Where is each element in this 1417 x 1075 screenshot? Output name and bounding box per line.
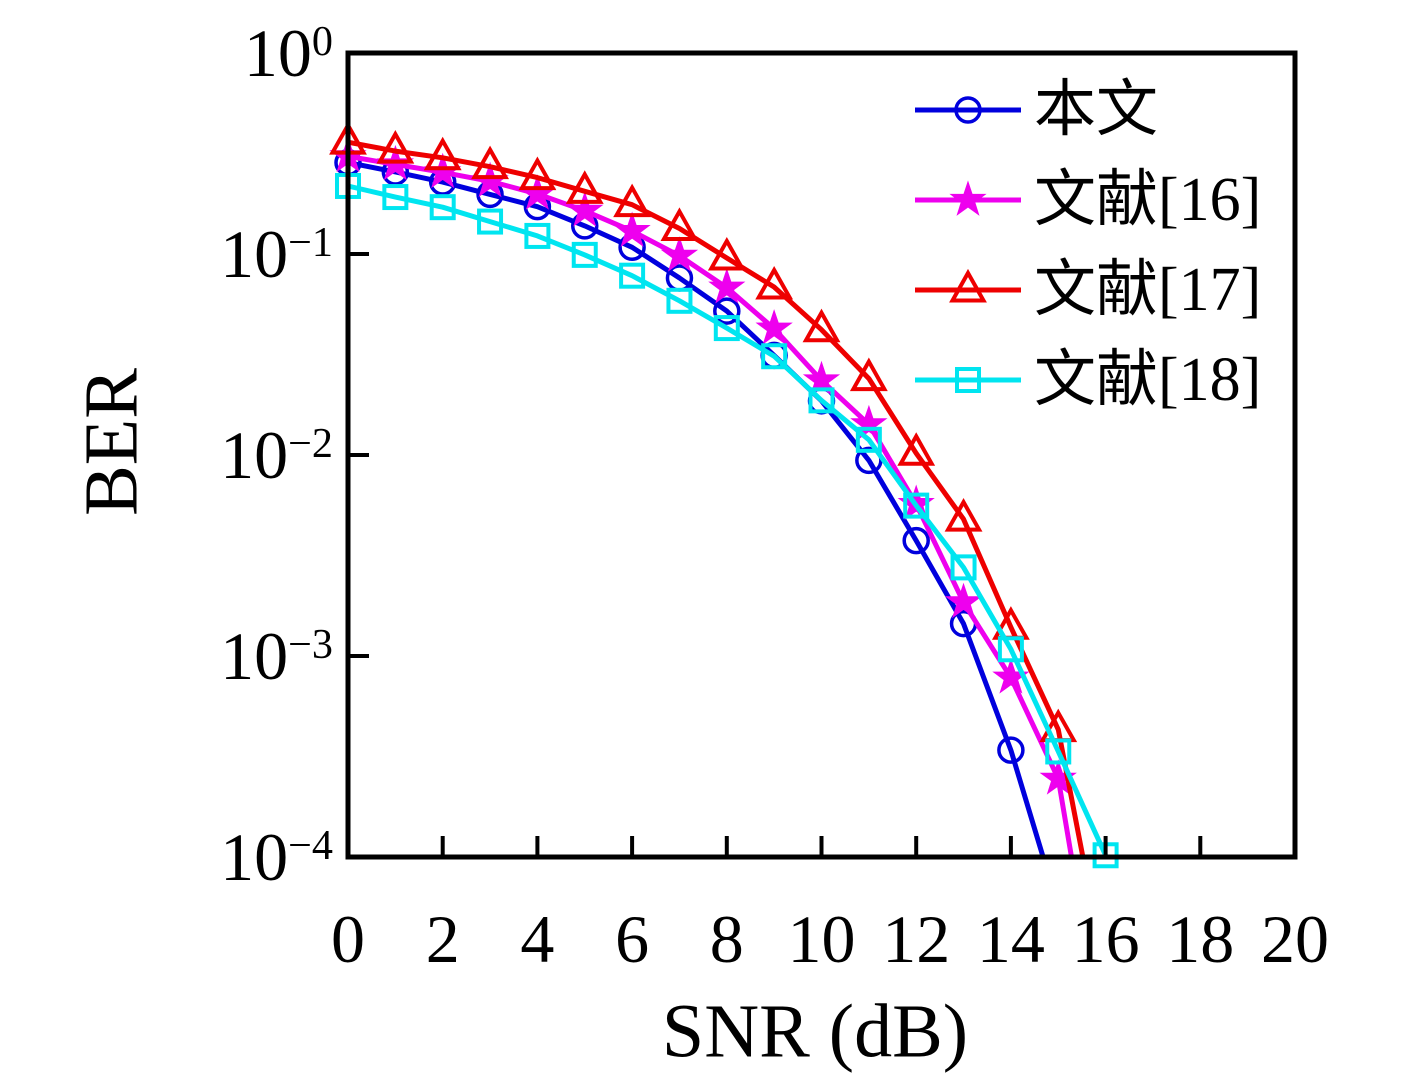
x-tick-label: 4 <box>520 901 555 977</box>
x-tick-label: 10 <box>787 901 856 977</box>
triangle-marker <box>897 432 936 466</box>
star-marker <box>850 404 888 441</box>
square-marker <box>382 184 409 211</box>
x-tick-label: 0 <box>331 901 365 977</box>
star-marker <box>944 582 983 619</box>
legend-label: 文献[16] <box>1034 166 1262 234</box>
legend-star-sample <box>915 180 1021 216</box>
square-marker <box>477 208 504 235</box>
legend-triangle-sample <box>915 268 1021 303</box>
square-marker <box>713 315 740 342</box>
legend-label: 本文 <box>1034 76 1159 144</box>
x-tick-label: 2 <box>425 901 460 977</box>
y-tick-label: 10−2 <box>220 417 333 493</box>
y-tick-label: 10−4 <box>220 819 333 895</box>
triangle-marker <box>471 145 509 180</box>
legend-item-2: 文献[17] <box>912 245 1261 335</box>
legend-label: 文献[18] <box>1034 346 1262 414</box>
triangle-marker <box>802 308 841 343</box>
y-tick-label: 100 <box>243 15 333 91</box>
legend-item-1: 文献[16] <box>912 155 1261 245</box>
star-marker <box>660 236 699 272</box>
x-axis-label: SNR (dB) <box>661 989 969 1074</box>
x-tick-label: 14 <box>976 901 1045 977</box>
y-tick-label: 10−3 <box>220 618 333 694</box>
square-marker <box>903 492 930 519</box>
triangle-marker <box>944 497 983 532</box>
square-marker <box>997 636 1024 663</box>
star-marker <box>755 309 793 345</box>
triangle-marker <box>849 357 888 392</box>
triangle-marker <box>707 236 746 271</box>
square-marker <box>955 367 981 393</box>
circle-marker <box>713 297 741 325</box>
square-marker <box>571 241 598 268</box>
legend-square-sample <box>915 367 1021 393</box>
triangle-marker <box>755 265 794 300</box>
plot-frame <box>345 50 1298 860</box>
triangle-marker <box>518 156 557 191</box>
triangle-marker <box>565 170 604 204</box>
legend-item-3: 文献[18] <box>912 335 1261 425</box>
y-tick-label: 10−1 <box>220 216 333 292</box>
x-tick-label: 20 <box>1261 901 1329 977</box>
x-tick-label: 12 <box>882 901 951 977</box>
circle-marker <box>997 736 1025 764</box>
series-line-2 <box>347 139 1086 858</box>
triangle-marker <box>613 183 652 218</box>
legend-label: 文献[17] <box>1034 256 1262 324</box>
star-marker <box>566 191 604 227</box>
square-marker <box>808 387 835 414</box>
square-marker <box>524 222 551 249</box>
star-marker <box>949 180 987 216</box>
triangle-marker <box>949 268 987 303</box>
star-marker <box>1039 759 1077 795</box>
x-tick-label: 6 <box>615 901 650 977</box>
series-line-0 <box>347 160 1046 858</box>
series-line-3 <box>347 183 1108 857</box>
legend-item-0: 本文 <box>912 65 1261 155</box>
square-marker <box>666 287 693 314</box>
circle-marker <box>902 526 930 555</box>
x-tick-label: 18 <box>1166 901 1235 977</box>
triangle-marker <box>660 207 699 241</box>
square-marker <box>855 426 882 453</box>
triangle-marker <box>376 130 415 164</box>
square-marker <box>1045 738 1072 765</box>
star-marker <box>708 268 746 304</box>
legend: 本文文献[16] 文献[17] 文献[18] <box>912 65 1261 425</box>
square-marker <box>429 194 456 221</box>
square-marker <box>619 262 646 289</box>
star-marker <box>613 211 651 247</box>
circle-marker <box>954 96 982 124</box>
triangle-marker <box>423 136 462 171</box>
square-marker <box>761 343 788 370</box>
legend-circle-sample <box>915 96 1021 124</box>
x-tick-label: 8 <box>709 901 744 977</box>
x-tick-label: 16 <box>1071 901 1140 977</box>
square-marker <box>950 554 977 581</box>
